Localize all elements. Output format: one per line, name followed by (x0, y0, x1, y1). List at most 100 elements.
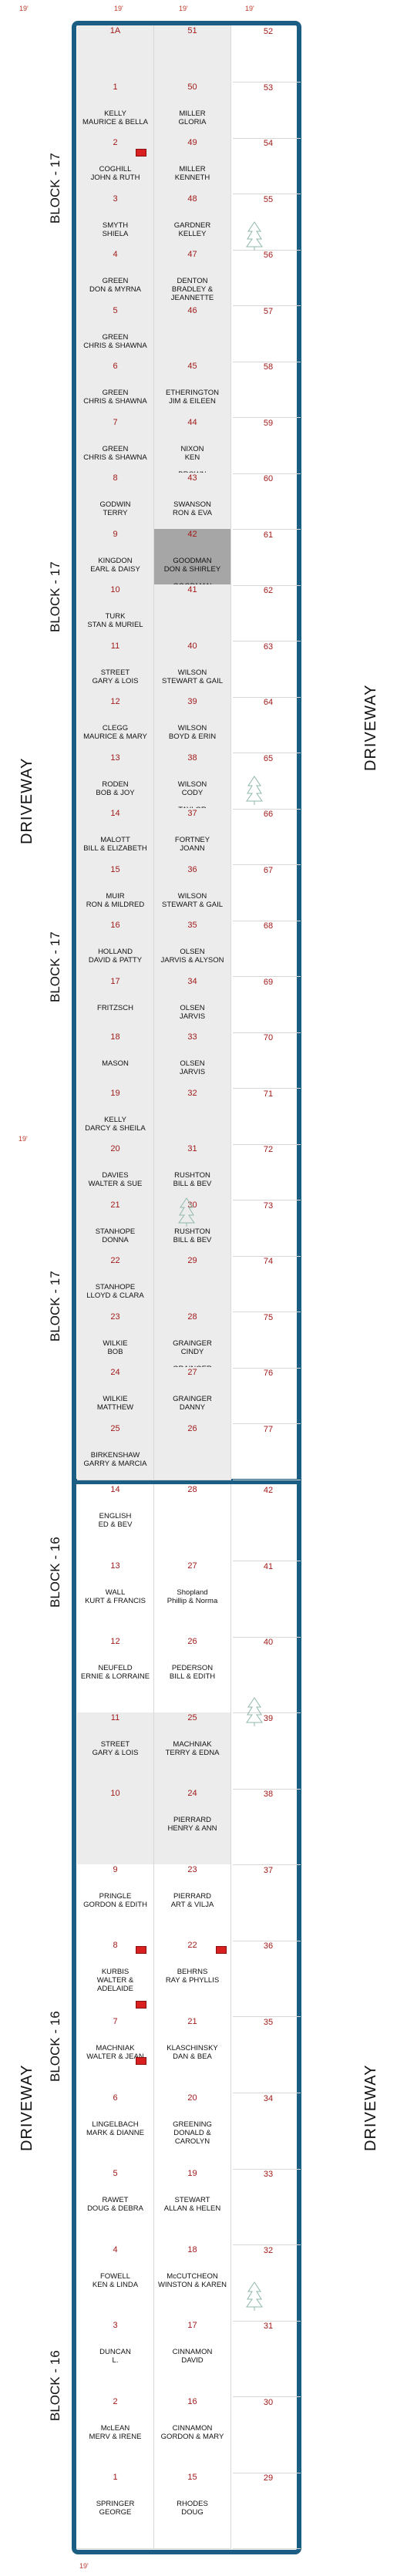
block17-plot-30[interactable]: 30 RUSHTON BILL & BEV (154, 1200, 231, 1257)
block16-plot-number-34[interactable]: 34 (263, 2094, 274, 2103)
block17-plot-45[interactable]: 45 ETHERINGTON JIM & EILEEN (154, 361, 231, 418)
block17-plot-40[interactable]: 40 WILSON STEWART & GAIL (154, 641, 231, 698)
block17-plot-number-71[interactable]: 71 (263, 1089, 274, 1099)
block17-plot-39[interactable]: 39 WILSON BOYD & ERIN (154, 696, 231, 753)
block16-plot-25[interactable]: 25 MACHNIAK TERRY & EDNA (154, 1712, 231, 1790)
block17-plot-33[interactable]: 33 OLSEN JARVIS (154, 1032, 231, 1089)
block17-plot-15[interactable]: 15 MUIR RON & MILDRED (77, 864, 154, 921)
block17-plot-number-77[interactable]: 77 (263, 1425, 274, 1434)
block17-plot-number-73[interactable]: 73 (263, 1201, 274, 1211)
block16-plot-2[interactable]: 2 McLEAN MERV & IRENE (77, 2396, 154, 2473)
block16-plot-number-42[interactable]: 42 (263, 1486, 274, 1495)
block17-plot-47[interactable]: 47 DENTON BRADLEY & JEANNETTE (154, 249, 231, 306)
block17-plot-31[interactable]: 31 RUSHTON BILL & BEV (154, 1143, 231, 1200)
block17-plot-number-69[interactable]: 69 (263, 978, 274, 987)
block17-plot-37[interactable]: 37 FORTNEY JOANN (154, 808, 231, 865)
block17-plot-number-67[interactable]: 67 (263, 866, 274, 875)
block17-plot-number-53[interactable]: 53 (263, 83, 274, 93)
block17-plot-5[interactable]: 5 GREEN CHRIS & SHAWNA (77, 305, 154, 362)
block16-plot-26[interactable]: 26 PEDERSON BILL & EDITH (154, 1636, 231, 1713)
block16-plot-16[interactable]: 16 CINNAMON GORDON & MARY (154, 2396, 231, 2473)
block16-plot-number-33[interactable]: 33 (263, 2170, 274, 2179)
block17-plot-number-76[interactable]: 76 (263, 1369, 274, 1378)
block17-plot-number-54[interactable]: 54 (263, 139, 274, 148)
block17-plot-8[interactable]: 8 GODWIN TERRY (77, 473, 154, 530)
block16-plot-number-32[interactable]: 32 (263, 2246, 274, 2255)
block16-plot-6[interactable]: 6 LINGELBACH MARK & DIANNE (77, 2093, 154, 2170)
block17-plot-50[interactable]: 50 MILLER GLORIA (154, 82, 231, 139)
block17-plot-9[interactable]: 9 KINGDON EARL & DAISY (77, 529, 154, 586)
block16-plot-number-35[interactable]: 35 (263, 2018, 274, 2027)
block17-plot-number-70[interactable]: 70 (263, 1033, 274, 1042)
block17-plot-number-52[interactable]: 52 (263, 27, 274, 36)
block16-plot-number-37[interactable]: 37 (263, 1866, 274, 1875)
block17-plot-23[interactable]: 23 WILKIE BOB (77, 1312, 154, 1369)
block17-plot-41[interactable]: 41 (154, 584, 231, 641)
block16-plot-number-39[interactable]: 39 (263, 1714, 274, 1723)
block17-plot-number-55[interactable]: 55 (263, 195, 274, 204)
block17-plot-26[interactable]: 26 (154, 1423, 231, 1480)
block17-plot-number-58[interactable]: 58 (263, 362, 274, 372)
block16-plot-4[interactable]: 4 FOWELL KEN & LINDA (77, 2244, 154, 2322)
block16-plot-24[interactable]: 24 PIERRARD HENRY & ANN (154, 1788, 231, 1865)
block17-plot-number-56[interactable]: 56 (263, 251, 274, 260)
block17-plot-6[interactable]: 6 GREEN CHRIS & SHAWNA (77, 361, 154, 418)
block16-plot-18[interactable]: 18 McCUTCHEON WINSTON & KAREN (154, 2244, 231, 2322)
block16-plot-7[interactable]: 7 MACHNIAK WALTER & JEAN (77, 2016, 154, 2093)
block17-plot-1A[interactable]: 1A (77, 25, 154, 82)
block16-plot-17[interactable]: 17 CINNAMON DAVID (154, 2320, 231, 2397)
block16-plot-number-41[interactable]: 41 (263, 1562, 274, 1571)
block16-plot-11[interactable]: 11 STREET GARY & LOIS (77, 1712, 154, 1790)
block17-plot-24[interactable]: 24 WILKIE MATTHEW (77, 1367, 154, 1424)
block16-plot-number-40[interactable]: 40 (263, 1638, 274, 1647)
block17-plot-22[interactable]: 22 STANHOPE LLOYD & CLARA (77, 1255, 154, 1312)
block16-plot-9[interactable]: 9 PRINGLE GORDON & EDITH (77, 1864, 154, 1941)
block16-plot-13[interactable]: 13 WALL KURT & FRANCIS (77, 1561, 154, 1638)
block17-plot-number-74[interactable]: 74 (263, 1257, 274, 1266)
block17-plot-43[interactable]: 43 SWANSON RON & EVA (154, 473, 231, 530)
block17-plot-number-65[interactable]: 65 (263, 754, 274, 763)
block17-plot-4[interactable]: 4 GREEN DON & MYRNA (77, 249, 154, 306)
block17-plot-46[interactable]: 46 (154, 305, 231, 362)
block16-plot-19[interactable]: 19 STEWART ALLAN & HELEN (154, 2168, 231, 2245)
block16-plot-5[interactable]: 5 RAWET DOUG & DEBRA (77, 2168, 154, 2245)
block16-plot-number-31[interactable]: 31 (263, 2322, 274, 2331)
block17-plot-21[interactable]: 21 STANHOPE DONNA (77, 1200, 154, 1257)
block17-plot-1[interactable]: 1 KELLY MAURICE & BELLA (77, 82, 154, 139)
block17-plot-number-64[interactable]: 64 (263, 698, 274, 707)
block17-plot-29[interactable]: 29 (154, 1255, 231, 1312)
block17-plot-25[interactable]: 25 BIRKENSHAW GARRY & MARCIA (77, 1423, 154, 1480)
block16-plot-number-36[interactable]: 36 (263, 1941, 274, 1951)
block17-plot-number-57[interactable]: 57 (263, 307, 274, 316)
block16-plot-14[interactable]: 14 ENGLISH ED & BEV (77, 1484, 154, 1561)
block16-plot-21[interactable]: 21 KLASCHINSKY DAN & BEA (154, 2016, 231, 2093)
block17-plot-number-60[interactable]: 60 (263, 474, 274, 483)
block17-plot-number-75[interactable]: 75 (263, 1313, 274, 1322)
block17-plot-34[interactable]: 34 OLSEN JARVIS (154, 976, 231, 1033)
block17-plot-number-66[interactable]: 66 (263, 810, 274, 819)
block17-plot-13[interactable]: 13 RODEN BOB & JOY (77, 753, 154, 810)
block17-plot-number-62[interactable]: 62 (263, 586, 274, 595)
block17-plot-7[interactable]: 7 GREEN CHRIS & SHAWNA (77, 417, 154, 474)
block17-plot-32[interactable]: 32 (154, 1088, 231, 1145)
block17-plot-48[interactable]: 48 GARDNER KELLEY (154, 194, 231, 251)
block17-plot-3[interactable]: 3 SMYTH SHIELA (77, 194, 154, 251)
block17-plot-18[interactable]: 18 MASON (77, 1032, 154, 1089)
block17-plot-14[interactable]: 14 MALOTT BILL & ELIZABETH (77, 808, 154, 865)
block17-plot-20[interactable]: 20 DAVIES WALTER & SUE (77, 1143, 154, 1200)
block17-plot-number-61[interactable]: 61 (263, 530, 274, 540)
block17-plot-27[interactable]: 27 GRAINGER DANNY (154, 1367, 231, 1424)
block16-plot-12[interactable]: 12 NEUFELD ERNIE & LORRAINE (77, 1636, 154, 1713)
block16-plot-27[interactable]: 27 Shopland Phillip & Norma (154, 1561, 231, 1638)
block16-plot-28[interactable]: 28 (154, 1484, 231, 1561)
block16-plot-1[interactable]: 1 SPRINGER GEORGE (77, 2472, 154, 2549)
block16-plot-number-30[interactable]: 30 (263, 2398, 274, 2407)
block16-plot-10[interactable]: 10 (77, 1788, 154, 1865)
block17-plot-11[interactable]: 11 STREET GARY & LOIS (77, 641, 154, 698)
block17-plot-35[interactable]: 35 OLSEN JARVIS & ALYSON (154, 920, 231, 977)
block17-plot-36[interactable]: 36 WILSON STEWART & GAIL (154, 864, 231, 921)
